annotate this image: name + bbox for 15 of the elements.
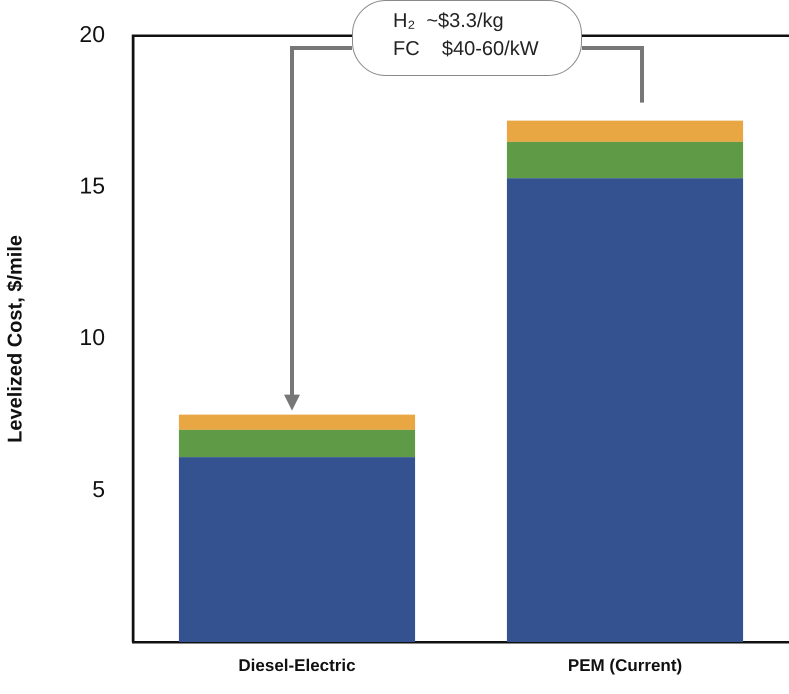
x-tick-label: Diesel-Electric — [238, 656, 356, 675]
bar — [178, 414, 416, 430]
x-tick-label: PEM (Current) — [568, 656, 682, 675]
bar — [506, 120, 744, 142]
y-tick-label: 15 — [79, 172, 105, 199]
y-tick-label: 10 — [79, 324, 105, 350]
bar — [506, 142, 744, 178]
annotation: FC $40-60/kW — [393, 37, 540, 62]
callout-box: H₂ ~$3.3/kg FC $40-60/kW — [352, 0, 582, 76]
bar — [506, 178, 744, 642]
y-axis-title: Levelized Cost, $/mile — [4, 234, 27, 443]
y-tick-label: 20 — [79, 21, 105, 48]
bar — [178, 457, 416, 642]
bar — [178, 430, 416, 458]
y-tick-label: 5 — [92, 476, 105, 502]
